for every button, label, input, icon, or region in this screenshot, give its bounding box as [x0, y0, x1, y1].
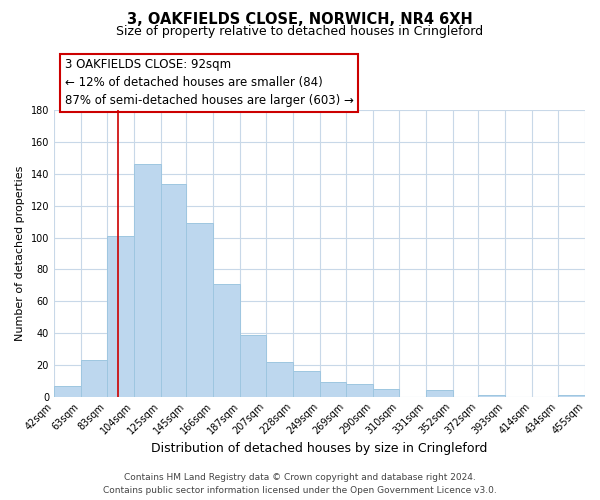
Text: Contains HM Land Registry data © Crown copyright and database right 2024.
Contai: Contains HM Land Registry data © Crown c… — [103, 474, 497, 495]
X-axis label: Distribution of detached houses by size in Cringleford: Distribution of detached houses by size … — [151, 442, 488, 455]
Bar — [187, 224, 214, 396]
Bar — [81, 360, 107, 397]
Bar — [320, 382, 346, 396]
Y-axis label: Number of detached properties: Number of detached properties — [15, 166, 25, 341]
Bar — [478, 395, 505, 396]
Text: Size of property relative to detached houses in Cringleford: Size of property relative to detached ho… — [116, 25, 484, 38]
Bar — [293, 371, 320, 396]
Bar — [54, 386, 81, 396]
Bar — [266, 362, 293, 396]
Text: 3 OAKFIELDS CLOSE: 92sqm
← 12% of detached houses are smaller (84)
87% of semi-d: 3 OAKFIELDS CLOSE: 92sqm ← 12% of detach… — [65, 58, 353, 108]
Bar — [161, 184, 187, 396]
Bar — [241, 334, 266, 396]
Bar — [107, 236, 134, 396]
Text: 3, OAKFIELDS CLOSE, NORWICH, NR4 6XH: 3, OAKFIELDS CLOSE, NORWICH, NR4 6XH — [127, 12, 473, 28]
Bar — [214, 284, 241, 397]
Bar — [346, 384, 373, 396]
Bar — [425, 390, 452, 396]
Bar — [134, 164, 161, 396]
Bar — [373, 388, 398, 396]
Bar — [558, 395, 585, 396]
